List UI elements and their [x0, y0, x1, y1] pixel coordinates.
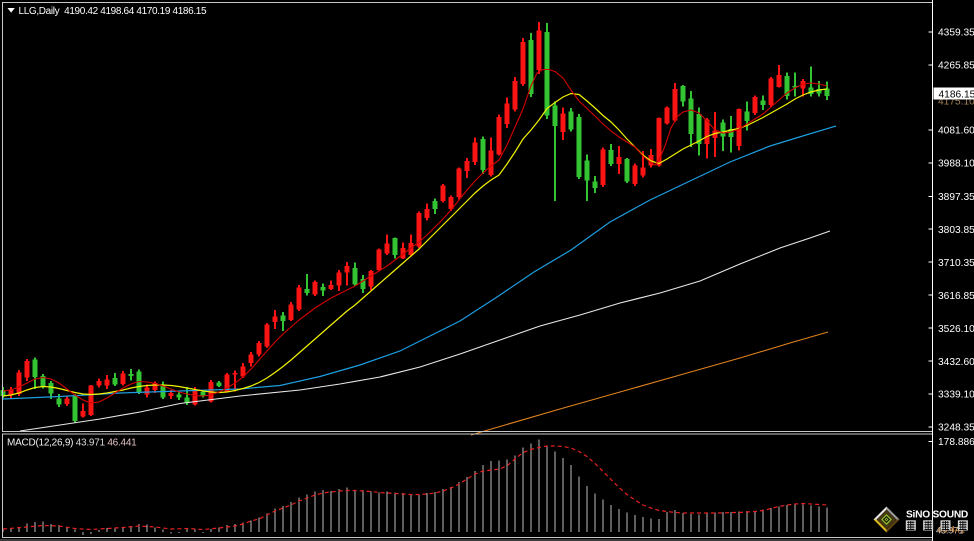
svg-text:178.886: 178.886 [938, 437, 974, 448]
svg-text:3988.10: 3988.10 [938, 159, 974, 170]
svg-text:3803.85: 3803.85 [938, 225, 974, 236]
svg-text:4081.60: 4081.60 [938, 126, 974, 137]
svg-text:MACD(12,26,9) 43.971 46.441: MACD(12,26,9) 43.971 46.441 [7, 438, 137, 449]
svg-text:4175.10: 4175.10 [938, 96, 974, 107]
svg-text:3526.10: 3526.10 [938, 324, 974, 335]
svg-text:SiNO SOUND: SiNO SOUND [906, 510, 968, 521]
svg-text:4359.35: 4359.35 [938, 28, 974, 39]
svg-text:3897.35: 3897.35 [938, 192, 974, 203]
svg-text:LLG,Daily 4190.42 4198.64 417: LLG,Daily 4190.42 4198.64 4170.19 4186.1… [19, 6, 207, 17]
svg-text:3710.35: 3710.35 [938, 258, 974, 269]
svg-text:3432.60: 3432.60 [938, 357, 974, 368]
svg-text:46.441: 46.441 [938, 525, 966, 535]
svg-text:3616.85: 3616.85 [938, 291, 974, 302]
svg-text:3248.35: 3248.35 [938, 423, 974, 434]
svg-text:3339.10: 3339.10 [938, 390, 974, 401]
svg-text:4265.85: 4265.85 [938, 61, 974, 72]
svg-text:4186.15: 4186.15 [939, 89, 974, 100]
